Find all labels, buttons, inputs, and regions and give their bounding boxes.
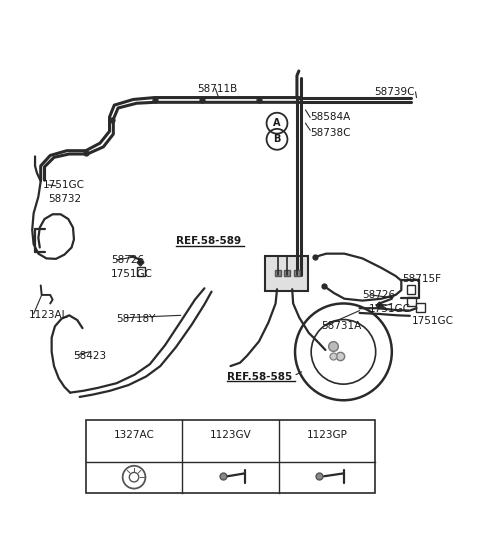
Text: 1123GP: 1123GP (307, 430, 348, 440)
Text: 58584A: 58584A (310, 113, 350, 123)
Text: 58726: 58726 (362, 290, 396, 300)
Text: 1751GC: 1751GC (369, 304, 411, 314)
Text: 1327AC: 1327AC (114, 430, 155, 440)
Text: 1751GC: 1751GC (43, 180, 85, 190)
Text: 58731A: 58731A (322, 321, 362, 331)
Text: 58715F: 58715F (402, 274, 441, 284)
Text: 58718Y: 58718Y (116, 314, 155, 323)
Text: 1123AL: 1123AL (29, 310, 68, 320)
Text: 58423: 58423 (73, 351, 106, 361)
FancyBboxPatch shape (264, 256, 308, 290)
Bar (86, 420, 375, 493)
Text: 1751GC: 1751GC (412, 316, 454, 327)
Text: 58711B: 58711B (197, 84, 238, 94)
Bar (407, 285, 415, 294)
Text: 58738C: 58738C (310, 128, 351, 138)
Text: 58739C: 58739C (374, 87, 414, 97)
Text: B: B (273, 134, 281, 144)
Bar (408, 298, 416, 306)
Text: 58726: 58726 (111, 255, 144, 265)
Text: REF.58-585: REF.58-585 (227, 372, 292, 382)
Bar (137, 267, 145, 276)
Bar (416, 303, 424, 311)
Text: REF.58-589: REF.58-589 (176, 236, 241, 246)
Text: A: A (273, 118, 281, 128)
Text: 58732: 58732 (48, 194, 81, 204)
Text: 1123GV: 1123GV (210, 430, 252, 440)
Text: 1751GC: 1751GC (111, 269, 153, 279)
